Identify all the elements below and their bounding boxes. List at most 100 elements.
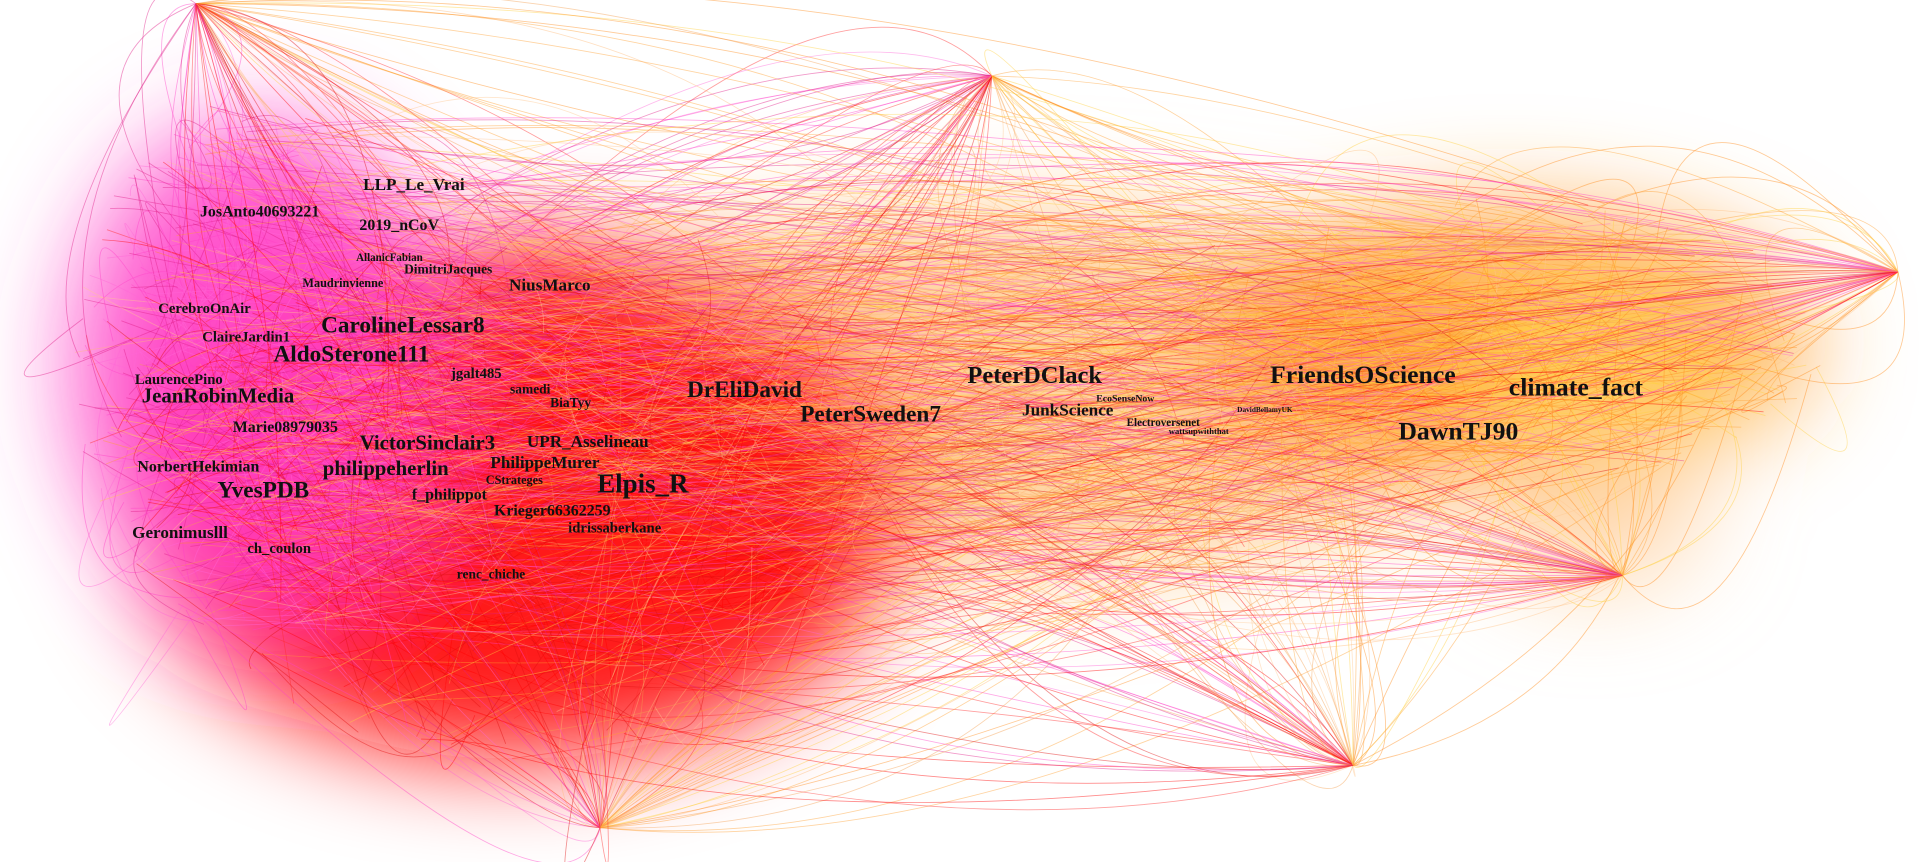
edge [1391,340,1563,517]
edge [599,374,1433,829]
edge [195,3,468,421]
edge [778,239,1518,459]
edge [1473,329,1558,455]
node-label: VictorSinclair3 [360,430,496,454]
edge [131,267,492,548]
edge [205,75,992,610]
labels: LLP_Le_Vrai JosAnto40693221 2019_nCoV Allan… [132,175,1643,582]
edge [141,287,286,450]
edge [279,208,346,327]
edge [178,348,261,459]
edge [250,393,1731,548]
edge [204,483,277,565]
edge [302,425,1485,510]
edge [228,278,601,828]
edge [294,246,397,294]
edge [173,293,1676,367]
edge [272,436,471,545]
edge [1535,376,1641,576]
edge [345,207,1155,238]
edge [65,3,197,358]
node-label: Marie08979035 [233,419,338,436]
edge [226,273,601,829]
edge [299,329,402,560]
cluster [73,122,441,613]
edge [274,321,1345,532]
edge [1004,311,1337,390]
edge [953,75,1003,511]
edge [1148,461,1623,576]
edge [276,363,1458,633]
edge [268,313,1508,582]
edge [195,3,1702,383]
edge [1402,429,1623,576]
edge [958,214,1899,321]
edge [1260,337,1775,394]
edge [845,144,977,256]
edge [1309,239,1477,323]
edge [173,229,1429,439]
edge [825,254,941,360]
edge [1484,210,1623,576]
edge [232,510,1623,594]
edge [1650,271,1899,347]
edge [193,482,254,563]
edge [343,663,601,828]
edge [785,75,993,672]
edge [179,271,1209,374]
edge [872,319,963,539]
edge [215,117,1899,273]
edge [1052,386,1142,535]
edge [307,337,1299,439]
edge [83,286,717,420]
edge [753,294,1375,512]
edge [599,315,970,828]
node-label: JunkScience [1022,400,1114,419]
edge [856,401,1421,484]
edge [566,464,1354,766]
edge [1194,257,1606,328]
edge [1622,392,1682,576]
edge [1288,297,1357,766]
edge [812,358,1354,766]
edge [967,239,1899,422]
edge [1222,278,1354,766]
edge [934,351,1655,537]
edge [283,233,1332,523]
node-label: JosAnto40693221 [200,204,319,221]
edge [100,488,354,622]
edge [1521,248,1702,472]
edge [1299,314,1456,364]
edge [353,428,1623,576]
edge [139,363,1351,518]
edge [1214,356,1354,766]
edge [672,331,1477,457]
edge [195,3,245,620]
edge [764,548,1623,576]
edge [253,407,1538,459]
edge [406,383,1284,481]
edge [1528,266,1640,312]
edge [804,390,868,508]
edge [377,232,518,299]
edge [410,288,1381,469]
edge [265,183,1243,309]
edge [223,244,1898,490]
edge [392,269,1354,766]
edge [242,75,992,518]
edge [1244,480,1354,781]
edge [176,297,739,687]
edge [1415,448,1623,576]
edge [991,75,1573,254]
edge [188,433,1271,533]
edge [799,333,1409,492]
edge [619,260,749,486]
edge [204,124,1556,232]
edge [422,566,1623,589]
edge [1595,217,1694,450]
node-label: NiusMarco [509,275,591,294]
edge [1622,320,1738,576]
edge [1080,291,1204,487]
edge [586,273,1354,766]
edge [307,601,370,719]
